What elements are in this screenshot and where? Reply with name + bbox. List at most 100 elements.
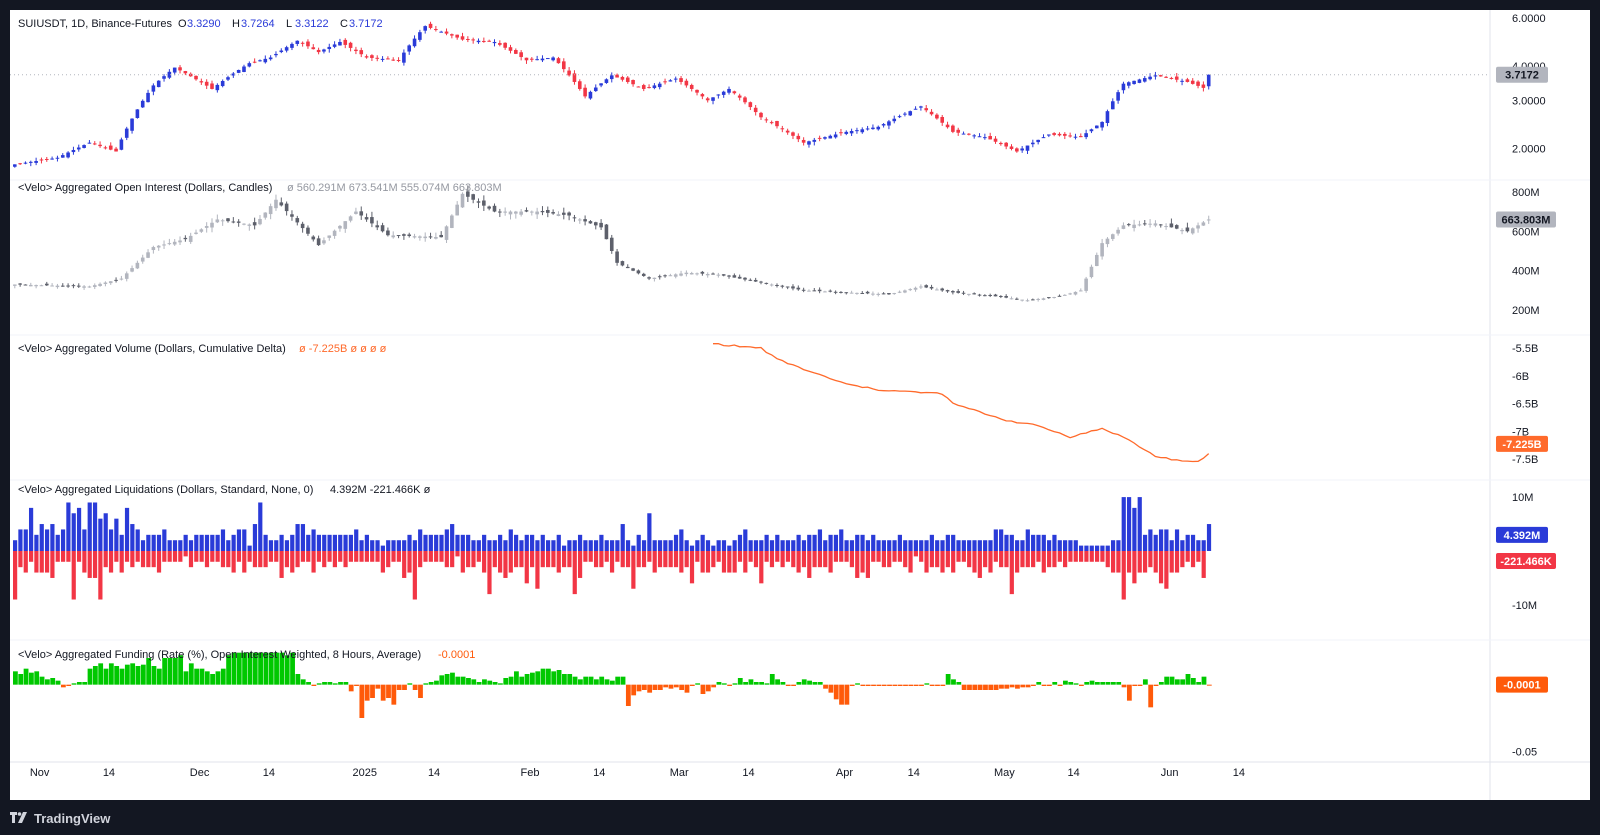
funding-bar	[444, 674, 450, 685]
liquidation-short-last-value-tag	[1496, 553, 1556, 569]
oi-values: ø 560.291M 673.541M 555.074M 663.803M	[287, 182, 502, 194]
x-axis-tick-label: May	[994, 767, 1015, 779]
price-candle	[268, 57, 273, 60]
liquidation-short-bar	[1089, 551, 1094, 562]
oi-candle	[300, 223, 305, 229]
liquidation-short-bar	[492, 551, 497, 568]
funding-bar	[103, 668, 109, 685]
funding-bar	[402, 684, 407, 690]
liquidation-long-bar	[60, 529, 66, 551]
funding-bar	[258, 652, 263, 685]
liquidation-short-bar	[604, 551, 609, 562]
oi-candle	[34, 285, 38, 287]
funding-bar	[737, 678, 743, 685]
oi-candle	[338, 225, 342, 229]
oi-candle	[897, 291, 902, 293]
price-candle	[300, 42, 305, 44]
price-candle	[588, 91, 593, 99]
liquidation-short-bar	[1174, 551, 1180, 573]
delta-y-tick-label: -7.5B	[1512, 454, 1538, 466]
oi-candle	[684, 272, 689, 275]
liquidation-long-bar	[620, 524, 625, 551]
oi-candle	[1153, 223, 1158, 226]
liquidation-short-bar	[865, 551, 870, 578]
liquidation-short-bar	[977, 551, 982, 578]
oi-candle	[466, 191, 470, 197]
liquidation-short-bar	[300, 551, 306, 562]
liquidation-long-bar	[556, 534, 561, 551]
price-candle	[924, 108, 929, 111]
liquidation-short-bar	[567, 551, 572, 568]
funding-bar	[386, 684, 391, 698]
ohlc-key-c: C	[340, 18, 348, 30]
oi-candle	[1079, 290, 1083, 292]
funding-bar	[892, 684, 898, 686]
liquidation-short-bar	[135, 551, 140, 562]
funding-bar	[817, 682, 823, 685]
oi-candle	[55, 285, 60, 288]
x-axis-tick-label: 14	[1068, 767, 1080, 779]
price-candle	[204, 81, 209, 86]
funding-bar	[236, 652, 242, 685]
liquidation-long-bar	[764, 534, 769, 551]
oi-candle	[721, 274, 726, 276]
price-candle	[716, 94, 721, 96]
funding-bar	[993, 684, 999, 690]
price-candle	[641, 85, 646, 89]
price-candle	[34, 161, 38, 163]
price-candle	[98, 144, 102, 147]
price-candle	[1206, 74, 1211, 87]
funding-bar	[940, 684, 946, 686]
oi-candle	[791, 286, 795, 289]
liquidation-short-bar	[455, 551, 460, 557]
funding-bar	[364, 684, 370, 701]
liquidation-short-bar	[1185, 551, 1190, 562]
price-candle	[775, 120, 779, 127]
liquidation-short-bar	[114, 551, 119, 562]
liquidation-short-bar	[689, 551, 695, 584]
oi-candle	[114, 279, 118, 281]
funding-bar	[695, 683, 701, 685]
funding-bar	[92, 666, 98, 685]
oi-candle	[823, 291, 827, 293]
funding-bar	[679, 684, 685, 690]
funding-bar	[1004, 684, 1010, 689]
price-candle	[546, 58, 550, 60]
price-candle	[1004, 142, 1008, 147]
price-candle	[231, 73, 236, 76]
price-candle	[753, 107, 758, 113]
tradingview-branding[interactable]: TradingView	[10, 808, 110, 828]
price-candle	[647, 87, 651, 89]
liquidation-short-bar	[577, 551, 583, 578]
liquidation-short-bar	[391, 551, 396, 562]
liquidation-short-bar	[34, 551, 39, 573]
liquidation-short-bar	[124, 551, 130, 562]
oi-candle	[641, 273, 646, 276]
liquidation-short-bar	[721, 551, 727, 573]
oi-candle	[71, 285, 76, 287]
liquidation-short-bar	[961, 551, 966, 562]
liquidation-short-bar	[92, 551, 98, 578]
funding-bar	[450, 672, 455, 685]
liquidation-long-bar	[498, 534, 503, 551]
oi-candle	[279, 202, 284, 206]
oi-candle	[849, 292, 854, 294]
funding-bar	[1015, 684, 1020, 689]
liquidation-short-bar	[737, 551, 743, 562]
price-candle	[1174, 76, 1179, 80]
chart-canvas[interactable]: 2.00003.00004.00006.0000200M400M600M800M…	[10, 10, 1590, 800]
price-candle	[284, 47, 289, 51]
price-candle	[482, 40, 486, 42]
funding-bar	[546, 668, 551, 685]
liquidation-long-bar	[1153, 534, 1158, 551]
liquidation-long-bar	[817, 529, 823, 551]
funding-bar	[1116, 682, 1122, 685]
liquidation-short-bar	[13, 551, 18, 600]
oi-candle	[1041, 298, 1046, 300]
liquidation-long-bar	[881, 540, 886, 551]
oi-candle	[743, 277, 747, 280]
funding-bar	[684, 684, 690, 693]
funding-bar	[13, 671, 18, 685]
oi-candle	[316, 238, 321, 246]
funding-bar	[1009, 684, 1015, 688]
